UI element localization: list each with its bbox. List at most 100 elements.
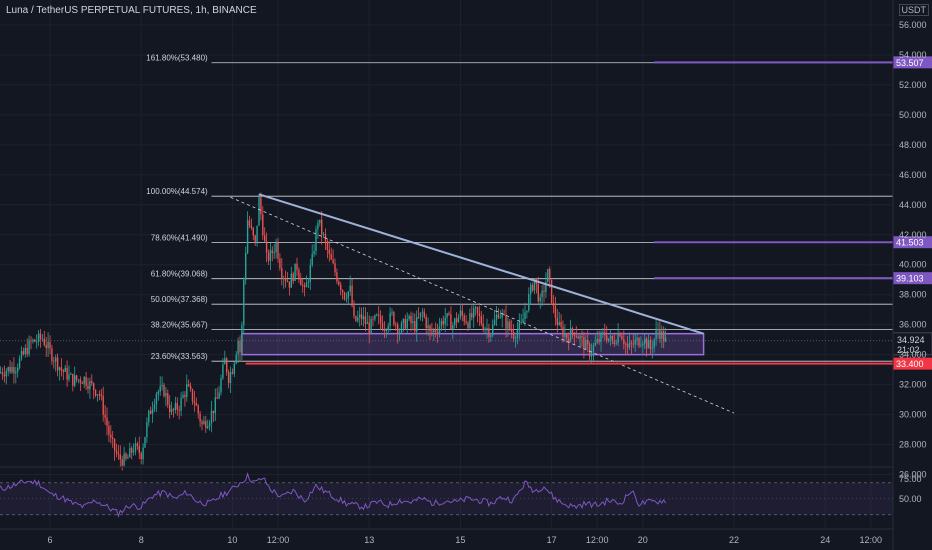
candle-body: [165, 393, 167, 397]
zone-box[interactable]: [241, 332, 705, 356]
candle-body: [450, 314, 452, 330]
rsi-line[interactable]: [0, 472, 667, 518]
candle-body: [651, 347, 653, 349]
candle-body: [235, 354, 237, 364]
candle-body: [283, 278, 285, 280]
candle-body: [75, 375, 78, 380]
candle-body: [461, 310, 463, 316]
candle-body: [94, 389, 97, 396]
candle-body: [148, 410, 150, 423]
price-axis[interactable]: 56.000 54.000 52.000 50.000 48.000 46.000 44.0…: [892, 0, 927, 550]
candle-body: [188, 384, 190, 387]
candle-body: [374, 315, 376, 320]
candle-body: [292, 273, 294, 281]
candle-body: [400, 322, 403, 333]
candle-body: [170, 409, 173, 413]
candle-body: [661, 331, 663, 339]
candle-body: [569, 328, 572, 342]
candle-body: [471, 313, 473, 318]
candle-body: [630, 342, 633, 344]
price-tick-label: 32.000: [899, 380, 927, 390]
fib-label: 100.00%(44.574): [146, 187, 208, 196]
candle-body: [568, 338, 570, 342]
candle-body: [619, 333, 621, 336]
candle-body: [138, 446, 140, 454]
dashed-channel-line[interactable]: [230, 196, 735, 414]
candle-body: [311, 253, 313, 265]
candle-body: [113, 439, 116, 451]
candle-body: [518, 322, 520, 331]
time-axis[interactable]: 6 8 10 12:00 13 15 17 12:00 20 22 24 12:00: [0, 528, 893, 545]
candle-body: [106, 417, 108, 427]
candle-body: [378, 314, 380, 316]
candle-body: [611, 335, 614, 342]
candle-body: [167, 393, 169, 405]
candle-body: [353, 305, 355, 317]
candle-body: [193, 401, 196, 404]
candle-body: [474, 307, 477, 309]
candle-body: [528, 294, 530, 311]
candle-body: [26, 347, 28, 355]
candle-body: [336, 272, 338, 282]
candle-body: [476, 307, 479, 314]
candle-body: [590, 352, 593, 357]
candle-body: [18, 358, 21, 368]
descending-trendline[interactable]: [258, 193, 704, 335]
candle-body: [514, 338, 517, 340]
candle-body: [37, 333, 40, 342]
trendlines[interactable]: [230, 193, 735, 414]
candle-body: [125, 453, 127, 459]
candle-body: [15, 371, 17, 374]
candle-body: [653, 339, 655, 348]
candle-body: [199, 413, 201, 422]
candle-body: [214, 397, 216, 414]
candle-body: [526, 310, 528, 313]
candle-body: [395, 324, 397, 326]
candle-body: [49, 341, 51, 349]
price-tick-label: 50.000: [899, 110, 927, 120]
candle-body: [480, 316, 482, 324]
candle-body: [607, 338, 610, 341]
candle-body: [260, 197, 262, 215]
candle-body: [11, 367, 13, 373]
candle-body: [55, 357, 57, 362]
candle-body: [349, 285, 351, 292]
candle-body: [254, 235, 256, 242]
time-tick-label: 22: [729, 535, 739, 545]
candle-body: [564, 333, 566, 337]
price-tick-label: 26.000: [899, 470, 927, 480]
candle-body: [34, 339, 36, 342]
purple-level-value: 53.507: [896, 58, 924, 68]
currency-label[interactable]: USDT: [898, 4, 929, 16]
candle-body: [136, 443, 139, 447]
time-tick-label: 12:00: [586, 535, 609, 545]
candlesticks[interactable]: [0, 192, 667, 471]
candle-body: [212, 410, 215, 414]
candle-body: [237, 340, 239, 355]
candle-body: [436, 331, 439, 334]
candle-body: [431, 331, 433, 333]
rsi-pane[interactable]: 75.00 50.00: [0, 466, 922, 518]
candle-body: [594, 342, 596, 346]
candle-body: [39, 333, 42, 339]
candle-body: [108, 426, 110, 435]
candle-body: [478, 313, 481, 317]
candle-body: [174, 403, 177, 411]
candle-body: [366, 322, 368, 324]
candle-body: [632, 343, 634, 345]
candle-body: [465, 321, 467, 324]
candle-body: [3, 374, 6, 377]
candle-body: [647, 340, 650, 349]
candle-body: [20, 351, 23, 359]
candle-body: [32, 339, 34, 342]
candle-body: [121, 459, 123, 466]
candle-body: [17, 367, 19, 372]
price-tick-label: 42.000: [899, 230, 927, 240]
candle-body: [588, 344, 591, 357]
candle-body: [45, 345, 47, 348]
candle-body: [505, 315, 507, 329]
candle-body: [533, 278, 536, 291]
candle-body: [85, 376, 87, 386]
